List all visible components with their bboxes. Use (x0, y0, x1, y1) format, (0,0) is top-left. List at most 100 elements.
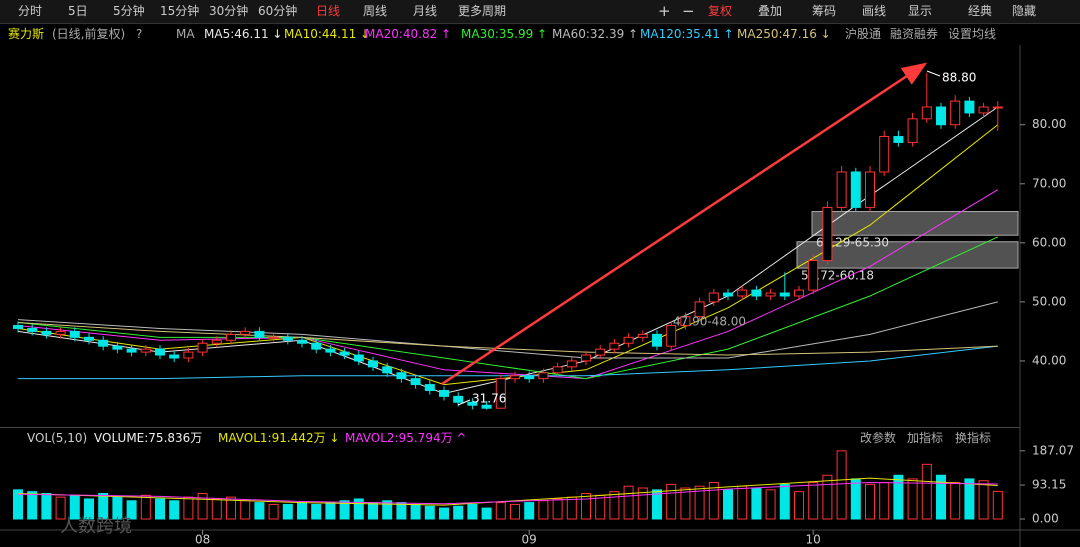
button[interactable]: 筹码 (812, 4, 837, 18)
volume-bar (240, 500, 251, 520)
volume-bar (623, 485, 634, 520)
volume-bar (339, 500, 350, 520)
button[interactable]: 经典 (968, 4, 993, 18)
zoom-in[interactable]: + (658, 2, 671, 20)
candle-body (282, 336, 293, 341)
y-tick-label: 93.15 (1032, 478, 1066, 492)
tab[interactable]: 30分钟 (209, 4, 249, 18)
candle-body (623, 336, 634, 344)
zoom-out[interactable]: − (682, 2, 695, 20)
tab[interactable]: 分时 (18, 4, 43, 18)
ma-legend: MA5:46.11 ↓ (204, 27, 283, 41)
tab-dropdown[interactable]: 更多周期 (458, 4, 507, 18)
mode: (日线,前复权) (52, 27, 126, 41)
vol-title: VOL(5,10) (27, 431, 88, 445)
button[interactable]: 换指标 (955, 431, 992, 445)
volume-bar (55, 496, 66, 520)
candle-body (822, 206, 833, 262)
volume-bar (297, 502, 307, 520)
candle-body (13, 325, 23, 329)
volume-bar (595, 494, 606, 520)
volume-bar (964, 478, 975, 520)
volume-bar (510, 503, 520, 520)
high-label: 88.80 (942, 71, 976, 85)
volume-bar (723, 489, 733, 520)
ma-label: MA (176, 27, 195, 41)
candle-body (879, 136, 890, 173)
candle-body (737, 289, 748, 297)
trend-arrow (441, 62, 928, 386)
candle-body (98, 339, 109, 347)
candle-body (538, 372, 549, 380)
volume-bar (978, 480, 989, 520)
button[interactable]: 显示 (908, 4, 933, 18)
y-tick-label: 0.00 (1032, 512, 1059, 526)
volume-bar (169, 500, 180, 520)
x-tick-label: 08 (195, 533, 210, 547)
volume-bar (84, 498, 94, 520)
indicator-row: 赛力斯 (日线,前复权) ? MA MA5:46.11 ↓ MA10:44.11… (0, 24, 1080, 45)
y-tick-label: 50.00 (1032, 294, 1066, 308)
tab-active[interactable]: 日线 (316, 4, 341, 18)
candle-body (84, 336, 94, 341)
link[interactable]: 沪股通 (845, 27, 882, 41)
candle-body (453, 395, 464, 403)
candle-body (495, 378, 506, 409)
candle-body (680, 316, 691, 327)
link[interactable]: 融资融券 (890, 27, 939, 41)
volume-bar (779, 483, 790, 520)
link[interactable]: 设置均线 (948, 27, 997, 41)
volume-bar (581, 492, 591, 520)
ma-legend: MA30:35.99 ↑ (461, 27, 548, 41)
volume-bar (879, 482, 890, 520)
help[interactable]: ? (136, 27, 143, 41)
candle-body (382, 366, 393, 374)
candle-body (609, 342, 620, 350)
candle-body (566, 360, 577, 368)
ma-line (17, 482, 998, 505)
candle-body (481, 404, 492, 409)
volume-bar (112, 496, 123, 520)
candle-body (424, 384, 435, 391)
zone-label: 55.72-60.18 (801, 269, 874, 283)
button[interactable]: 隐藏 (1012, 4, 1037, 18)
gap-label: 47.90-48.00 (673, 315, 746, 329)
candle-body (794, 289, 804, 297)
candle-body (907, 118, 918, 143)
tab[interactable]: 月线 (413, 4, 438, 18)
ma-legend: MA10:44.11 ↓ (284, 27, 371, 41)
candle-body (140, 348, 151, 353)
volume-bar (609, 491, 620, 520)
button[interactable]: 加指标 (907, 431, 944, 445)
tab[interactable]: 5分钟 (113, 4, 145, 18)
volume-bar (737, 485, 748, 520)
tab[interactable]: 60分钟 (258, 4, 298, 18)
volume-bar (538, 500, 549, 520)
volume-bar (950, 482, 961, 520)
button[interactable]: 画线 (862, 4, 887, 18)
stock-name: 赛力斯 (8, 27, 45, 41)
candle-body (524, 375, 535, 380)
tab[interactable]: 周线 (363, 4, 388, 18)
x-tick-label: 10 (806, 533, 821, 547)
button[interactable]: 叠加 (758, 4, 783, 18)
candle-body (183, 351, 194, 359)
volume-bar (552, 498, 563, 520)
candle-body (155, 348, 165, 356)
volume-bar (836, 450, 847, 520)
button[interactable]: 复权 (708, 4, 733, 18)
candle-body (637, 333, 648, 338)
candle-body (936, 106, 946, 126)
tab[interactable]: 15分钟 (160, 4, 200, 18)
ma-legend: MA20:40.82 ↑ (365, 27, 452, 41)
candle-body (595, 348, 606, 356)
candle-body (325, 348, 336, 353)
button[interactable]: 改参数 (860, 431, 897, 445)
candle-body (69, 330, 80, 338)
ma-line (17, 322, 998, 356)
volume-bar (424, 505, 435, 520)
low-label: 31.76 (472, 392, 506, 406)
tab[interactable]: 5日 (68, 4, 88, 18)
period-toolbar: 分时 5日 5分钟 15分钟 30分钟 60分钟 日线 周线 月线 更多周期 +… (0, 0, 1080, 24)
vol-legend: VOLUME:75.836万 (94, 431, 203, 445)
